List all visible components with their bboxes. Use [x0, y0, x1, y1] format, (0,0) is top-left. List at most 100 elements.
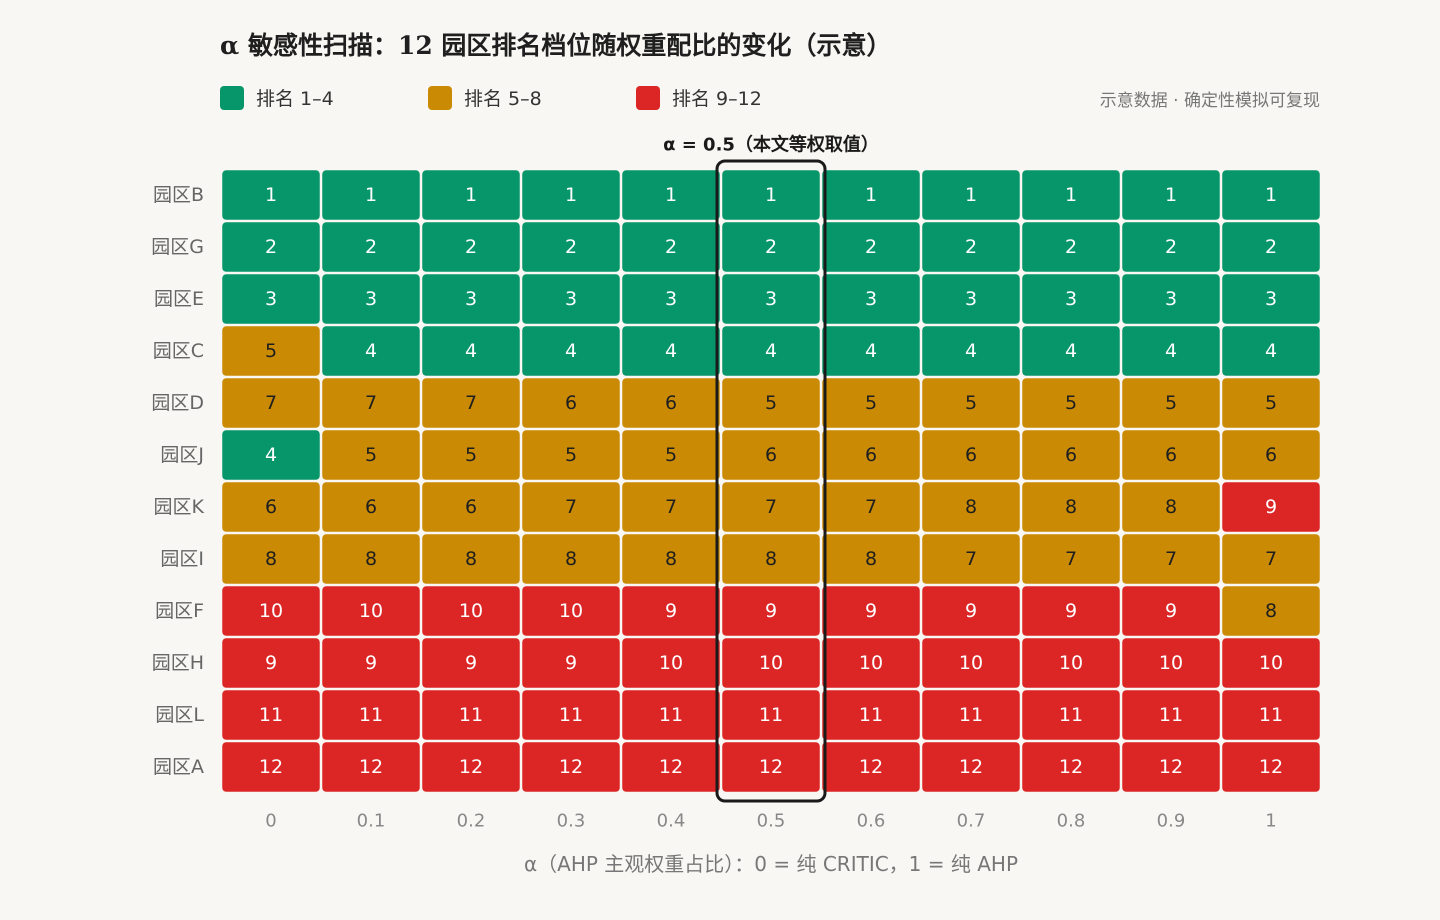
cell-label: 11 [659, 704, 683, 726]
row-label: 园区D [151, 392, 204, 414]
heat-cell [522, 482, 620, 532]
legend-item-bottom: 排名 9–12 [636, 84, 762, 111]
cell-label: 2 [965, 236, 977, 258]
cell-label: 8 [265, 548, 277, 570]
cell-label: 3 [365, 288, 377, 310]
cell-label: 6 [965, 444, 977, 466]
cell-label: 9 [865, 600, 877, 622]
cell-label: 10 [759, 652, 783, 674]
heat-cell [1122, 222, 1220, 272]
heat-cell [422, 742, 520, 792]
cell-label: 5 [765, 392, 777, 414]
cell-label: 7 [665, 496, 677, 518]
heat-cell [222, 534, 320, 584]
cell-label: 5 [865, 392, 877, 414]
cell-label: 1 [265, 184, 277, 206]
heat-cell [922, 430, 1020, 480]
heat-cell [222, 378, 320, 428]
cell-label: 3 [1165, 288, 1177, 310]
cell-label: 6 [665, 392, 677, 414]
cell-label: 7 [1265, 548, 1277, 570]
cell-label: 5 [365, 444, 377, 466]
heat-cell [222, 742, 320, 792]
row-label: 园区K [154, 496, 205, 518]
x-tick-label: 0.8 [1057, 811, 1086, 832]
heat-cell [1122, 742, 1220, 792]
heat-cell [722, 222, 820, 272]
heat-cell [622, 170, 720, 220]
cell-label: 9 [265, 652, 277, 674]
cell-label: 3 [865, 288, 877, 310]
cell-label: 3 [965, 288, 977, 310]
cell-label: 1 [665, 184, 677, 206]
cell-label: 4 [765, 340, 777, 362]
cell-label: 10 [1059, 652, 1083, 674]
cell-label: 7 [1065, 548, 1077, 570]
cell-label: 6 [1165, 444, 1177, 466]
heat-cell [1022, 742, 1120, 792]
heat-cell [822, 638, 920, 688]
heat-cell [1122, 638, 1220, 688]
cell-label: 12 [359, 756, 383, 778]
cell-label: 2 [665, 236, 677, 258]
legend-swatch-mid [428, 85, 452, 110]
heat-cell [422, 378, 520, 428]
cell-label: 8 [665, 548, 677, 570]
heat-cell [1222, 170, 1320, 220]
cell-label: 1 [465, 184, 477, 206]
cell-label: 4 [965, 340, 977, 362]
cell-label: 6 [1065, 444, 1077, 466]
heat-cell [622, 430, 720, 480]
cell-label: 1 [1065, 184, 1077, 206]
heat-cell [1122, 586, 1220, 636]
heat-cell [722, 274, 820, 324]
heat-cell [1022, 586, 1120, 636]
heat-cell [622, 638, 720, 688]
cell-label: 11 [859, 704, 883, 726]
cell-label: 8 [765, 548, 777, 570]
heat-cell [522, 534, 620, 584]
cell-label: 6 [365, 496, 377, 518]
cell-label: 8 [365, 548, 377, 570]
heat-cell [322, 742, 420, 792]
cell-label: 12 [459, 756, 483, 778]
legend-item-mid: 排名 5–8 [428, 84, 542, 111]
heat-cell [322, 638, 420, 688]
heat-cell [822, 586, 920, 636]
cell-label: 2 [365, 236, 377, 258]
row-label: 园区I [160, 548, 204, 570]
row-label: 园区C [153, 340, 204, 362]
heat-cell [1022, 326, 1120, 376]
heat-cell [422, 586, 520, 636]
heat-cell [1122, 534, 1220, 584]
cell-label: 4 [1165, 340, 1177, 362]
cell-label: 1 [765, 184, 777, 206]
heat-cell [422, 274, 520, 324]
row-label: 园区H [152, 652, 204, 674]
heat-cell [1122, 430, 1220, 480]
cell-label: 10 [259, 600, 283, 622]
heat-cell [622, 586, 720, 636]
heat-cell [1022, 274, 1120, 324]
cell-label: 10 [459, 600, 483, 622]
cell-label: 11 [559, 704, 583, 726]
cell-label: 1 [1265, 184, 1277, 206]
cell-label: 12 [1159, 756, 1183, 778]
legend-label-bottom: 排名 9–12 [672, 88, 762, 110]
heat-cell [222, 222, 320, 272]
cell-label: 8 [865, 548, 877, 570]
cell-label: 3 [565, 288, 577, 310]
heat-cell [1222, 742, 1320, 792]
cell-label: 11 [359, 704, 383, 726]
cell-label: 8 [565, 548, 577, 570]
cell-label: 6 [265, 496, 277, 518]
heat-cell [722, 638, 820, 688]
cell-label: 3 [1265, 288, 1277, 310]
heat-cell [522, 170, 620, 220]
cell-label: 10 [859, 652, 883, 674]
heat-cell [322, 170, 420, 220]
cell-label: 7 [465, 392, 477, 414]
cell-label: 4 [265, 444, 277, 466]
heat-cell [722, 170, 820, 220]
